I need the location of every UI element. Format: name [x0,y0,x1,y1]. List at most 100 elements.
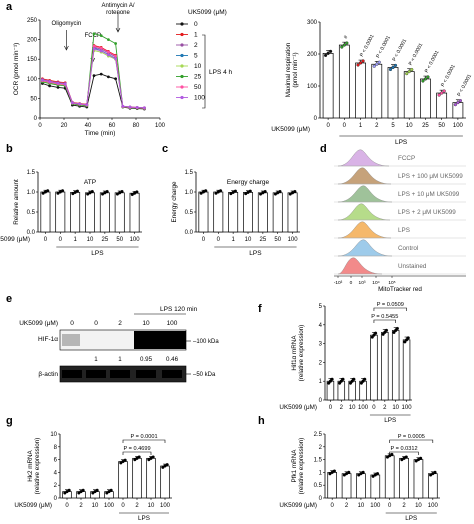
data-dot [339,379,343,383]
y-tick-label: 1.0 [185,190,194,196]
x-tick-label: 1 [231,237,235,243]
data-dot [405,338,409,342]
data-dot [332,469,336,473]
bar [114,192,125,233]
data-point [56,86,60,89]
bar [327,472,337,499]
data-dot [90,189,94,194]
histogram [337,239,393,257]
y-axis-label-2: (relative expression) [298,438,305,495]
x-tick-label: 40 [85,123,92,129]
data-dot [278,189,282,194]
x-tick-label: 5 [391,123,395,129]
data-dot [115,192,119,196]
x-tick-label: 100 [370,503,381,509]
bar [132,457,142,499]
p-value-label: P < 0.0001 [456,73,473,97]
data-point [56,81,60,85]
y-tick-label: 1.5 [185,170,194,176]
data-dot [345,472,349,476]
data-dot [41,191,45,195]
data-dot [374,331,378,335]
legend-group-label: LPS 4 h [209,69,233,76]
bar [118,461,128,499]
bar [428,473,438,499]
data-dot [421,79,425,83]
y-tick-label: 2 [319,445,323,451]
chart-title: Energy charge [227,179,270,186]
p-value-label: P = 0.4699 [123,446,150,452]
histogram [337,257,383,275]
blot-band [136,370,156,378]
bar [413,459,424,499]
x-tick-label: 25 [260,237,267,243]
panel-letter-e: e [6,293,12,305]
data-dot [359,381,363,385]
y-tick-label: 0 [54,496,58,502]
y-tick-label: 5 [319,304,323,310]
histogram-label: LPS + 2 μM UK5099 [398,209,456,216]
bar [420,78,431,119]
x-tick-label: 10 [245,237,252,243]
data-dot [263,189,267,194]
legend-marker [180,22,184,26]
y-tick-label: 0.0 [27,230,36,236]
sig-bracket [373,307,407,311]
legend-label: 100 [194,95,205,102]
x-axis-label: MitoTracker red [378,286,422,293]
data-point [135,106,139,109]
bar [99,192,110,233]
data-dot [293,189,297,194]
blot-lane-label: 10 [142,320,150,327]
bar [384,455,395,499]
data-dot [393,63,398,67]
y-axis-label: Pfk1 mRNA [291,449,298,483]
data-dot [384,328,389,332]
bar [160,465,170,499]
injection-label: Oligomycin [52,21,82,27]
bar [356,473,366,499]
blot-lane-label: 100 [167,320,178,327]
panel-letter-b: b [6,143,13,155]
x-tick-label: 100 [288,237,299,243]
y-tick-label: 250 [27,18,38,24]
data-point [71,101,74,105]
data-dot [133,191,137,195]
data-dot [273,192,277,196]
data-dot [383,330,387,334]
blot-quant-label: 1 [94,356,98,363]
bar [381,331,389,401]
histogram [337,185,393,203]
x-tick-label: 10 [92,503,99,509]
panel-letter-d: d [320,143,327,155]
series-line [42,73,145,110]
data-dot [330,377,334,381]
legend-label: 25 [194,74,202,81]
data-dot [426,75,430,79]
data-dot [261,191,265,195]
y-axis-label: OCR (pmol min⁻¹) [13,43,20,96]
data-dot [342,473,346,477]
data-dot [371,474,375,478]
data-dot [423,77,427,81]
y-axis-label: Hk2 mRNA [27,449,34,481]
data-dot [201,190,205,194]
y-tick-label: 300 [307,20,318,26]
data-dot [440,91,444,95]
data-dot [437,93,441,97]
bar [257,192,268,233]
x-tick-label: 100 [428,503,439,509]
data-dot [402,456,406,460]
x-tick-label: 10 [349,405,356,411]
histogram-label: Control [398,245,418,252]
y-tick-label: 0.0 [185,230,194,236]
y-tick-label: 100 [307,84,318,90]
y-tick-label: 6 [54,458,58,464]
x-tick-label: 10 [415,503,422,509]
data-dot [370,335,374,339]
data-point [114,54,117,58]
blot-band [62,370,82,378]
data-point [85,103,89,107]
blot-uk-label: UK5099 (μM) [19,320,58,327]
